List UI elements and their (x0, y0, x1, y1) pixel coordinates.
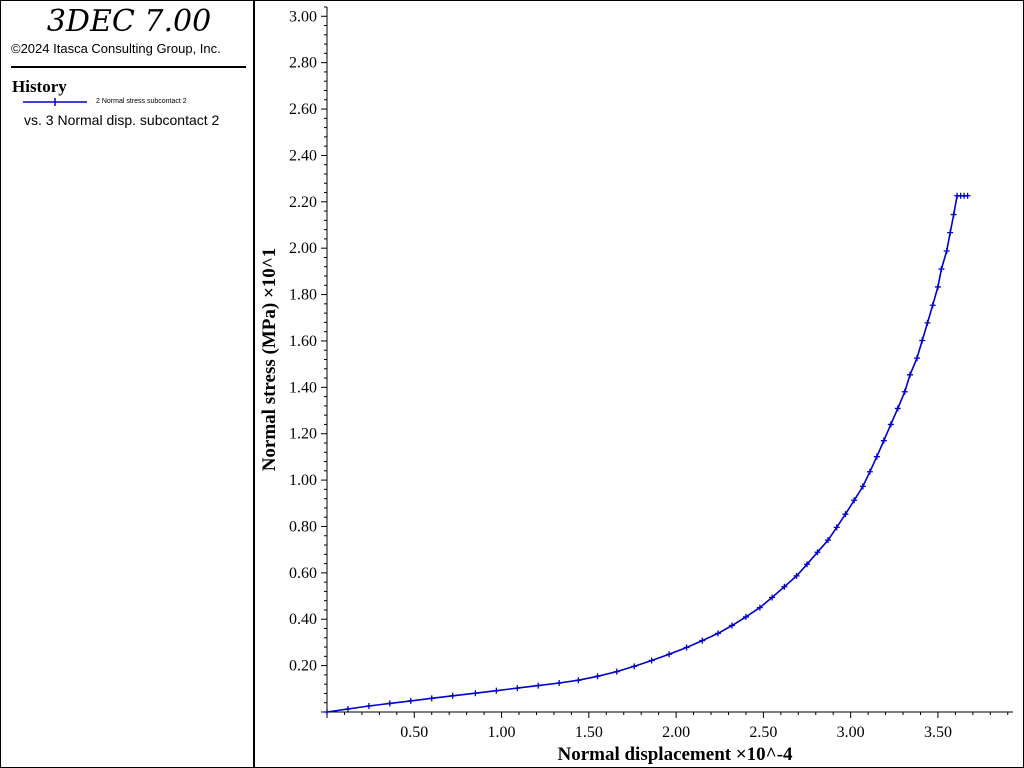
data-point (715, 630, 722, 637)
chart: 0.20 0.40 0.60 0.80 1.00 1.20 1.40 1.60 1.80 2.00… (259, 6, 1013, 765)
header-divider (11, 66, 246, 68)
data-point (344, 705, 351, 712)
data-point (924, 319, 931, 326)
data-point (804, 561, 811, 568)
data-point (386, 700, 393, 707)
data-point (894, 405, 901, 412)
data-point (934, 283, 941, 290)
data-point (919, 337, 926, 344)
data-point (929, 302, 936, 309)
data-point (964, 192, 971, 199)
data-point (824, 537, 831, 544)
y-tick-label: 1.20 (289, 426, 317, 443)
y-tick-label: 2.40 (289, 147, 317, 164)
y-tick-label: 2.80 (289, 55, 317, 72)
x-tick-label: 0.50 (400, 724, 428, 741)
data-point (683, 644, 690, 651)
y-tick-label: 2.00 (289, 240, 317, 257)
x-tick-label: 1.50 (575, 724, 603, 741)
data-point (873, 453, 880, 460)
y-tick-label: 0.80 (289, 518, 317, 535)
series-line (326, 195, 968, 713)
data-point (575, 677, 582, 684)
copyright-text: ©2024 Itasca Consulting Group, Inc. (11, 41, 221, 56)
data-point (913, 355, 920, 362)
y-tick-label: 0.40 (289, 611, 317, 628)
legend-vs-label: vs. 3 Normal disp. subcontact 2 (24, 112, 220, 128)
y-tick-label: 1.40 (289, 379, 317, 396)
data-point (859, 483, 866, 490)
legend-line-icon (23, 98, 87, 106)
x-tick-label: 3.00 (837, 724, 865, 741)
y-tick-label: 1.00 (289, 472, 317, 489)
data-point (781, 583, 788, 590)
data-point (613, 668, 620, 675)
data-point (943, 247, 950, 254)
sidebar: 3DEC 7.00 ©2024 Itasca Consulting Group,… (1, 1, 255, 767)
data-point (594, 673, 601, 680)
data-point (880, 437, 887, 444)
data-point (814, 549, 821, 556)
data-point (842, 511, 849, 518)
series-markers (324, 192, 971, 715)
y-tick-label: 1.60 (289, 333, 317, 350)
y-tick-label: 3.00 (289, 8, 317, 25)
x-tick-label: 1.00 (488, 724, 516, 741)
data-point (866, 468, 873, 475)
data-point (514, 685, 521, 692)
data-point (887, 421, 894, 428)
data-point (535, 682, 542, 689)
y-tick-label: 0.20 (289, 658, 317, 675)
x-tick-label: 2.00 (662, 724, 690, 741)
data-point (493, 687, 500, 694)
data-point (631, 663, 638, 670)
data-point (947, 229, 954, 236)
data-point (648, 657, 655, 664)
y-tick-label: 2.20 (289, 194, 317, 211)
data-point (907, 371, 914, 378)
data-point (938, 266, 945, 273)
data-point (699, 637, 706, 644)
history-heading: History (12, 77, 67, 96)
data-point (742, 613, 749, 620)
y-axis-title: Normal stress (MPa) ×10^1 (259, 248, 280, 472)
data-point (666, 651, 673, 658)
x-tick-label: 3.50 (924, 724, 952, 741)
data-point (556, 680, 563, 687)
data-point (833, 524, 840, 531)
data-point (728, 622, 735, 629)
y-tick-label: 2.60 (289, 101, 317, 118)
data-point (428, 695, 435, 702)
data-point (365, 702, 372, 709)
data-point (324, 709, 330, 715)
app-title: 3DEC 7.00 (46, 4, 212, 39)
data-point (472, 690, 479, 697)
data-point (901, 388, 908, 395)
y-tick-label: 1.80 (289, 287, 317, 304)
data-point (407, 697, 414, 704)
data-point (756, 604, 763, 611)
y-tick-label: 0.60 (289, 565, 317, 582)
x-tick-label: 2.50 (749, 724, 777, 741)
data-point (793, 572, 800, 579)
x-axis-title: Normal displacement ×10^-4 (557, 744, 793, 765)
legend-series-label: 2 Normal stress subcontact 2 (96, 98, 187, 105)
data-point (449, 692, 456, 699)
data-point (950, 211, 957, 218)
data-point (851, 497, 858, 504)
data-point (769, 594, 776, 601)
